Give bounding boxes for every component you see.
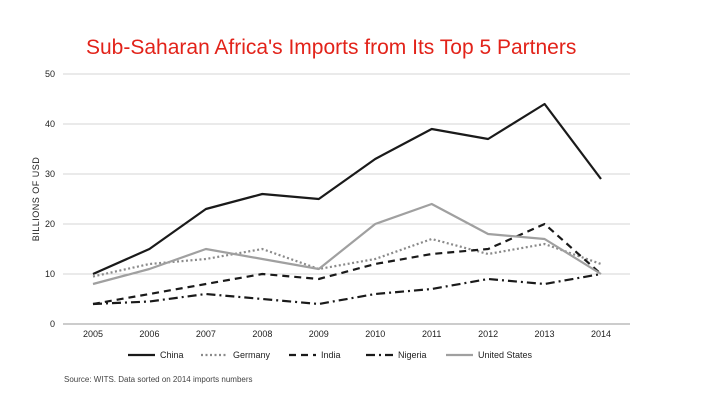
x-tick-labels: 2005 2006 2007 2008 2009 2010 2011 2012 2013 2014 <box>83 329 611 339</box>
series-lines <box>92 102 602 306</box>
x-tick-label: 2008 <box>252 329 272 339</box>
x-tick-label: 2011 <box>422 329 441 339</box>
y-tick-label: 40 <box>45 119 55 129</box>
x-tick-label: 2014 <box>591 329 611 339</box>
chart-title: Sub-Saharan Africa's Imports from Its To… <box>86 36 577 59</box>
legend: China Germany India Nigeria United States <box>128 350 533 360</box>
x-tick-label: 2012 <box>478 329 498 339</box>
x-tick-label: 2010 <box>365 329 385 339</box>
y-tick-labels: 0 10 20 30 40 50 <box>45 69 55 329</box>
y-tick-label: 0 <box>50 319 55 329</box>
source-note: Source: WITS. Data sorted on 2014 import… <box>64 375 253 384</box>
y-axis-label: BILLIONS OF USD <box>31 157 41 242</box>
legend-label: Nigeria <box>398 350 427 360</box>
legend-label: United States <box>478 350 533 360</box>
legend-label: India <box>321 350 341 360</box>
legend-label: Germany <box>233 350 271 360</box>
x-tick-label: 2009 <box>309 329 329 339</box>
series-line-germany <box>92 237 602 278</box>
y-tick-label: 50 <box>45 69 55 79</box>
series-line-china <box>92 102 602 276</box>
grid-lines <box>63 73 630 325</box>
y-tick-label: 10 <box>45 269 55 279</box>
x-tick-label: 2005 <box>83 329 103 339</box>
series-line-united-states <box>92 202 602 286</box>
x-tick-label: 2006 <box>139 329 159 339</box>
legend-label: China <box>160 350 184 360</box>
y-tick-label: 20 <box>45 219 55 229</box>
series-line-india <box>92 222 602 306</box>
series-line-nigeria <box>92 272 602 306</box>
x-tick-label: 2013 <box>535 329 555 339</box>
x-tick-label: 2007 <box>196 329 216 339</box>
y-tick-label: 30 <box>45 169 55 179</box>
